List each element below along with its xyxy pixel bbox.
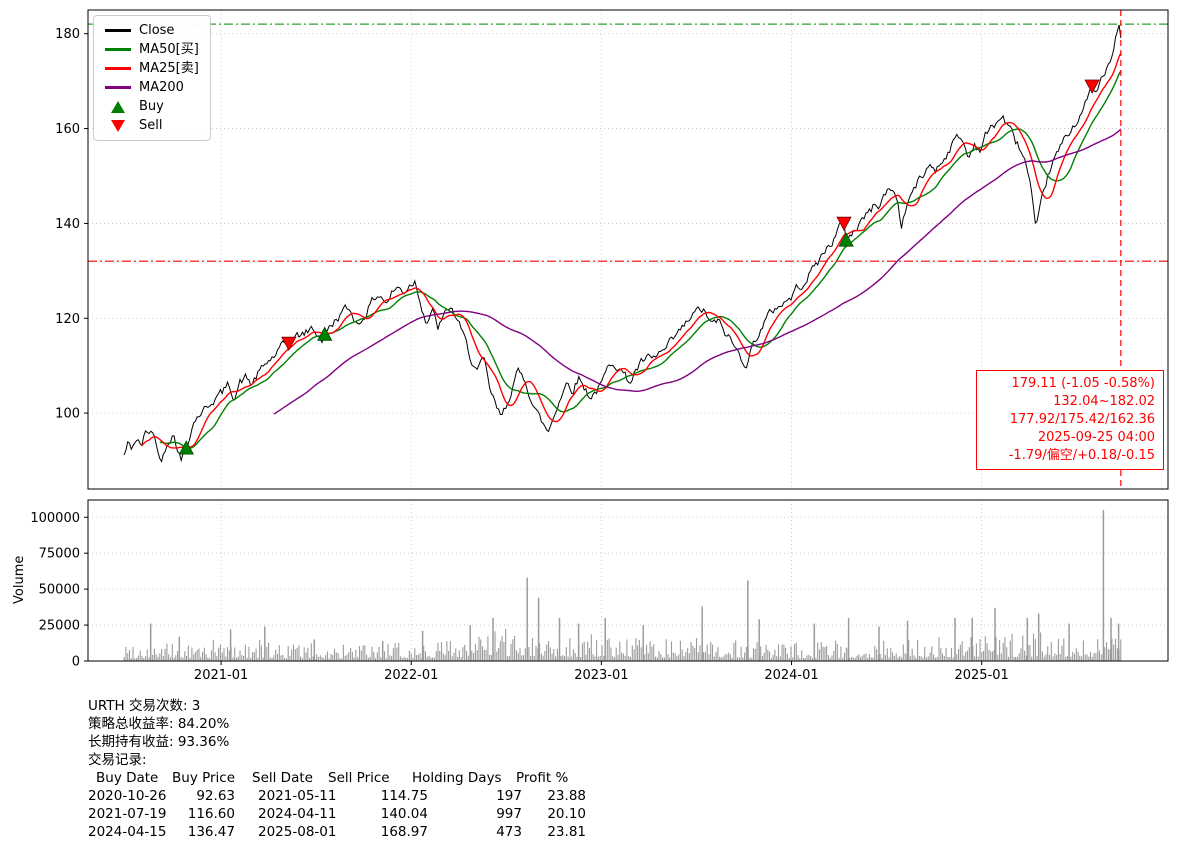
trade-buy-date: 2024-04-15 bbox=[88, 824, 167, 840]
legend-label: MA50[买] bbox=[139, 41, 199, 57]
trades-table-header: Buy Date Buy Price Sell Date Sell Price … bbox=[88, 769, 586, 787]
legend-label: MA200 bbox=[139, 79, 184, 95]
header-buy-price: Buy Price bbox=[172, 770, 236, 786]
trade-row: 2024-04-15 136.47 2025-08-01 168.97 473 … bbox=[88, 823, 586, 841]
legend-item-buy: Buy bbox=[105, 99, 199, 114]
legend-label: Buy bbox=[139, 98, 164, 114]
volume-bars bbox=[123, 510, 1122, 661]
trades-title: 交易记录: bbox=[88, 752, 147, 768]
trade-markers bbox=[178, 79, 1100, 455]
trade-buy-date: 2021-07-19 bbox=[88, 806, 167, 822]
summary-block: URTH 交易次数: 3 策略总收益率: 84.20% 长期持有收益: 93.3… bbox=[88, 697, 586, 841]
svg-text:0: 0 bbox=[72, 655, 80, 670]
close-line bbox=[123, 24, 1122, 463]
header-profit: Profit % bbox=[516, 770, 569, 786]
annotation-range-line: 132.04~182.02 bbox=[1053, 394, 1155, 409]
header-sell-price: Sell Price bbox=[328, 770, 390, 786]
gridlines bbox=[88, 10, 1168, 662]
trade-count-line: URTH 交易次数: 3 bbox=[88, 698, 201, 714]
legend-item-ma25: MA25[卖] bbox=[105, 61, 199, 76]
trade-days: 473 bbox=[496, 824, 522, 840]
svg-text:160: 160 bbox=[55, 122, 80, 137]
trade-sell-date: 2025-08-01 bbox=[258, 824, 337, 840]
trade-buy-price: 136.47 bbox=[187, 824, 235, 840]
svg-text:2021-01: 2021-01 bbox=[194, 668, 248, 683]
header-holding-days: Holding Days bbox=[412, 770, 502, 786]
header-buy-date: Buy Date bbox=[96, 770, 159, 786]
legend: Close MA50[买] MA25[卖] MA200 Buy Sell bbox=[93, 15, 211, 141]
ma50-line-icon bbox=[105, 43, 131, 57]
buy-marker-icon bbox=[105, 100, 131, 114]
trade-sell-price: 114.75 bbox=[380, 788, 428, 804]
sell-marker-icon bbox=[105, 119, 131, 133]
svg-text:180: 180 bbox=[55, 27, 80, 42]
annotation-signal-line: -1.79/偏空/+0.18/-0.15 bbox=[1008, 448, 1155, 463]
price-annotation: 179.11 (-1.05 -0.58%) 132.04~182.02 177.… bbox=[976, 370, 1164, 470]
svg-text:2024-01: 2024-01 bbox=[764, 668, 818, 683]
strategy-return-line: 策略总收益率: 84.20% bbox=[88, 716, 230, 732]
hold-return-line: 长期持有收益: 93.36% bbox=[88, 734, 230, 750]
trade-days: 197 bbox=[496, 788, 522, 804]
svg-text:120: 120 bbox=[55, 312, 80, 327]
trade-sell-date: 2024-04-11 bbox=[258, 806, 337, 822]
annotation-date-line: 2025-09-25 04:00 bbox=[1037, 430, 1155, 445]
legend-item-ma200: MA200 bbox=[105, 80, 199, 95]
ma200-line-icon bbox=[105, 81, 131, 95]
legend-item-close: Close bbox=[105, 23, 199, 38]
svg-text:25000: 25000 bbox=[39, 619, 80, 634]
trade-row: 2020-10-26 92.63 2021-05-11 114.75 197 2… bbox=[88, 787, 586, 805]
legend-item-sell: Sell bbox=[105, 118, 199, 133]
trade-sell-price: 168.97 bbox=[380, 824, 428, 840]
svg-text:2022-01: 2022-01 bbox=[384, 668, 438, 683]
trade-buy-price: 92.63 bbox=[196, 788, 235, 804]
legend-label: MA25[卖] bbox=[139, 60, 199, 76]
price-volume-chart: 100 120 140 160 180 0 25000 50000 75000 100000 202… bbox=[30, 9, 1169, 683]
svg-text:100000: 100000 bbox=[30, 511, 80, 526]
svg-text:100: 100 bbox=[55, 407, 80, 422]
volume-axis-label: Volume bbox=[12, 555, 27, 604]
svg-text:2023-01: 2023-01 bbox=[574, 668, 628, 683]
svg-text:50000: 50000 bbox=[39, 583, 80, 598]
legend-label: Close bbox=[139, 22, 175, 38]
trade-profit: 23.81 bbox=[547, 824, 586, 840]
trade-sell-price: 140.04 bbox=[380, 806, 428, 822]
trade-profit: 20.10 bbox=[547, 806, 586, 822]
ma25-line bbox=[141, 52, 1122, 449]
ma200-line bbox=[273, 128, 1122, 415]
reference-lines bbox=[88, 10, 1168, 489]
trade-sell-date: 2021-05-11 bbox=[258, 788, 337, 804]
svg-text:2025-01: 2025-01 bbox=[954, 668, 1008, 683]
header-sell-date: Sell Date bbox=[252, 770, 313, 786]
trade-buy-price: 116.60 bbox=[187, 806, 235, 822]
trade-row: 2021-07-19 116.60 2024-04-11 140.04 997 … bbox=[88, 805, 586, 823]
ma25-line-icon bbox=[105, 62, 131, 76]
axis-ticks: 100 120 140 160 180 0 25000 50000 75000 100000 202… bbox=[30, 27, 1008, 683]
annotation-ma-line: 177.92/175.42/162.36 bbox=[1009, 412, 1155, 427]
legend-item-ma50: MA50[买] bbox=[105, 42, 199, 57]
annotation-price-line: 179.11 (-1.05 -0.58%) bbox=[1011, 376, 1155, 391]
trade-profit: 23.88 bbox=[547, 788, 586, 804]
trade-buy-date: 2020-10-26 bbox=[88, 788, 167, 804]
svg-text:75000: 75000 bbox=[39, 547, 80, 562]
svg-text:140: 140 bbox=[55, 217, 80, 232]
trade-days: 997 bbox=[496, 806, 522, 822]
legend-label: Sell bbox=[139, 117, 163, 133]
close-line-icon bbox=[105, 24, 131, 38]
axes-frame bbox=[87, 9, 1169, 662]
